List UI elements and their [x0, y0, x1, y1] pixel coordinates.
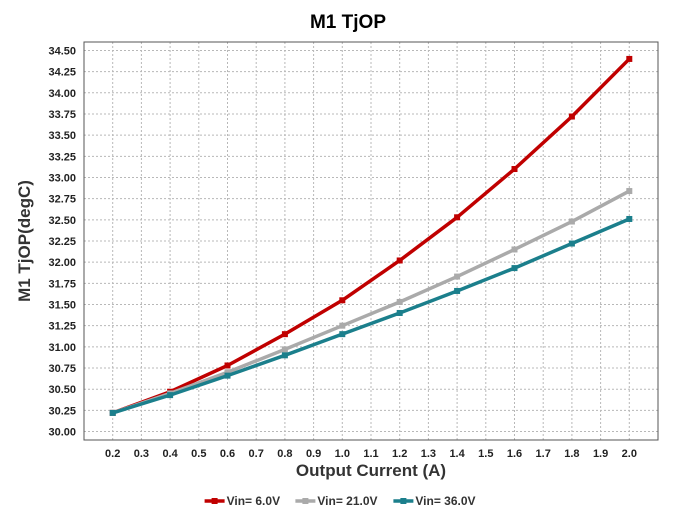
- x-tick-label: 1.8: [564, 448, 579, 460]
- data-point: [511, 166, 518, 173]
- x-tick-labels: 0.2 0.3 0.4 0.5 0.6 0.7 0.8 0.9 1.0 1.1 1.2 1.3 1.4 1…: [105, 448, 637, 460]
- chart-title: M1 TjOP: [310, 12, 386, 33]
- data-point: [626, 215, 633, 222]
- data-point: [626, 188, 633, 195]
- data-point: [396, 257, 403, 264]
- data-point: [568, 113, 575, 120]
- x-tick-label: 1.0: [335, 448, 350, 460]
- x-tick-label: 0.7: [249, 448, 264, 460]
- data-point: [339, 322, 346, 329]
- plot-area: [83, 41, 659, 441]
- data-point: [224, 362, 231, 369]
- data-point: [281, 331, 288, 338]
- series-line: [112, 57, 631, 415]
- series-lines: [109, 55, 633, 416]
- legend-label: Vin= 6.0V: [227, 494, 280, 508]
- y-tick-label: 34.25: [48, 67, 76, 79]
- y-tick-label: 31.00: [48, 342, 76, 354]
- y-tick-label: 34.50: [48, 45, 76, 57]
- legend-marker: [211, 498, 218, 504]
- legend-label: Vin= 36.0V: [415, 494, 475, 508]
- x-tick-label: 0.3: [134, 448, 149, 460]
- data-point: [568, 240, 575, 247]
- x-tick-label: 1.1: [363, 448, 378, 460]
- series-2: [109, 188, 633, 416]
- data-point: [281, 346, 288, 353]
- data-point: [454, 214, 461, 221]
- y-tick-label: 33.50: [48, 130, 76, 142]
- data-point: [109, 409, 116, 416]
- x-tick-label: 1.7: [536, 448, 551, 460]
- x-tick-label: 1.5: [478, 448, 493, 460]
- x-tick-label: 1.6: [507, 448, 522, 460]
- data-point: [396, 309, 403, 316]
- x-tick-label: 0.8: [277, 448, 292, 460]
- data-point: [224, 369, 231, 376]
- data-point: [511, 265, 518, 272]
- x-tick-label: 1.4: [449, 448, 465, 460]
- x-axis-label: Output Current (A): [296, 461, 446, 480]
- y-axis-label: M1 TjOP(degC): [15, 180, 34, 302]
- x-tick-label: 0.4: [162, 448, 178, 460]
- data-point: [454, 287, 461, 294]
- y-tick-label: 33.75: [48, 109, 76, 121]
- x-tick-label: 0.9: [306, 448, 321, 460]
- x-tick-label: 1.2: [392, 448, 407, 460]
- y-tick-label: 34.00: [48, 88, 76, 100]
- y-tick-label: 30.50: [48, 384, 76, 396]
- data-point: [339, 297, 346, 304]
- x-tick-label: 2.0: [622, 448, 637, 460]
- y-tick-label: 32.50: [48, 215, 76, 227]
- legend-item: Vin= 36.0V: [393, 494, 476, 508]
- y-tick-label: 31.25: [48, 321, 76, 333]
- x-tick-label: 0.6: [220, 448, 235, 460]
- data-point: [568, 218, 575, 225]
- y-tick-label: 33.00: [48, 172, 76, 184]
- y-tick-label: 33.25: [48, 151, 76, 163]
- data-point: [454, 273, 461, 280]
- y-tick-label: 30.25: [48, 405, 76, 417]
- data-point: [396, 298, 403, 305]
- y-tick-label: 32.25: [48, 236, 76, 248]
- legend-item: Vin= 6.0V: [204, 494, 280, 508]
- series-3: [109, 215, 633, 416]
- x-tick-label: 1.3: [421, 448, 436, 460]
- y-tick-label: 30.75: [48, 363, 76, 375]
- legend-marker: [400, 498, 407, 504]
- data-point: [626, 55, 633, 62]
- series-line: [112, 217, 630, 415]
- legend-marker: [302, 498, 309, 504]
- data-point: [224, 372, 231, 379]
- legend-label: Vin= 21.0V: [317, 494, 377, 508]
- y-tick-label: 31.75: [48, 278, 76, 290]
- x-tick-label: 0.2: [105, 448, 120, 460]
- y-tick-label: 32.00: [48, 257, 76, 269]
- data-point: [281, 352, 288, 359]
- y-tick-label: 30.00: [48, 427, 76, 439]
- y-tick-labels: 30.00 30.25 30.50 30.75 31.00 31.25 31.50 31.75…: [48, 45, 76, 438]
- x-tick-label: 0.5: [191, 448, 206, 460]
- series-line: [112, 189, 631, 415]
- legend-item: Vin= 21.0V: [295, 494, 378, 508]
- data-point: [339, 331, 346, 338]
- legend: Vin= 6.0V Vin= 21.0V Vin= 36.0V: [204, 494, 476, 508]
- data-point: [511, 246, 518, 253]
- data-point: [167, 392, 174, 399]
- y-tick-label: 32.75: [48, 194, 76, 206]
- y-tick-label: 31.50: [48, 300, 76, 312]
- x-tick-label: 1.9: [593, 448, 608, 460]
